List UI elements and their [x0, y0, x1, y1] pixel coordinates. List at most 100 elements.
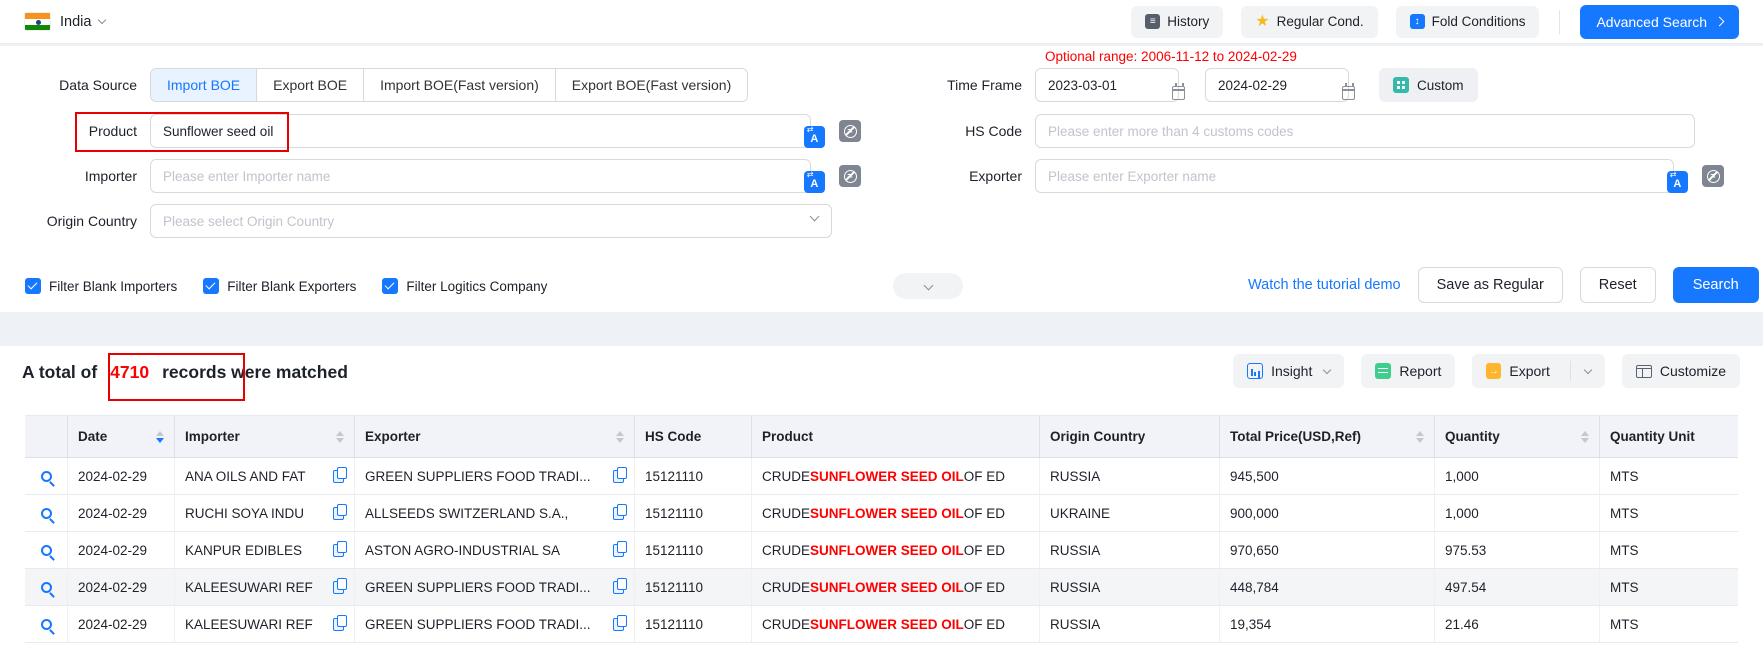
fold-conditions-button[interactable]: ↕ Fold Conditions	[1395, 5, 1540, 38]
origin-country-label: Origin Country	[46, 213, 137, 229]
copy-icon[interactable]	[333, 540, 347, 557]
chevron-right-icon	[1714, 16, 1725, 27]
tutorial-demo-link[interactable]: Watch the tutorial demo	[1248, 277, 1401, 293]
data-source-tabs: Import BOE Export BOE Import BOE(Fast ve…	[150, 68, 749, 102]
copy-icon[interactable]	[613, 466, 627, 483]
hs-code-input[interactable]	[1035, 114, 1695, 148]
filter-blank-exporters-checkbox[interactable]: Filter Blank Exporters	[203, 278, 356, 294]
cell-price: 19,354	[1220, 606, 1435, 643]
exclude-icon[interactable]	[1702, 165, 1724, 187]
cell-product: CRUDE SUNFLOWER SEED OIL OF ED	[752, 569, 1040, 606]
country-selector-label[interactable]: India	[60, 13, 92, 30]
regular-cond-button[interactable]: ★ Regular Cond.	[1241, 5, 1378, 38]
filter-blank-importers-checkbox[interactable]: Filter Blank Importers	[25, 278, 177, 294]
sort-icons[interactable]	[1573, 430, 1589, 443]
cell-hs-code: 15121110	[635, 532, 752, 569]
date-from-input[interactable]	[1035, 68, 1179, 102]
exporter-label: Exporter	[969, 168, 1022, 184]
search-button[interactable]: Search	[1672, 267, 1759, 303]
sort-icons[interactable]	[608, 430, 624, 443]
origin-country-select[interactable]	[150, 204, 832, 238]
exclude-icon[interactable]	[839, 165, 861, 187]
time-frame-label: Time Frame	[947, 77, 1022, 93]
tab-import-boe-fast[interactable]: Import BOE(Fast version)	[363, 69, 555, 101]
col-header-quantity[interactable]: Quantity	[1435, 416, 1600, 458]
customize-button[interactable]: Customize	[1621, 354, 1740, 388]
calendar-icon[interactable]	[1341, 83, 1355, 100]
hs-code-label: HS Code	[965, 123, 1022, 139]
custom-range-button[interactable]: Custom	[1379, 68, 1478, 102]
cell-origin: RUSSIA	[1040, 532, 1220, 569]
reset-button[interactable]: Reset	[1579, 267, 1656, 303]
custom-icon	[1393, 77, 1409, 93]
tab-import-boe[interactable]: Import BOE	[151, 69, 257, 101]
insight-button[interactable]: Insight	[1233, 354, 1345, 388]
export-dropdown-button[interactable]	[1569, 361, 1593, 381]
sort-icons[interactable]	[148, 430, 164, 443]
translate-icon[interactable]	[803, 170, 825, 193]
collapse-panel-button[interactable]	[893, 273, 964, 299]
table-grid-icon	[1635, 364, 1652, 378]
copy-icon[interactable]	[613, 503, 627, 520]
checkbox-checked-icon	[382, 278, 399, 294]
copy-icon[interactable]	[613, 540, 627, 557]
cell-product: CRUDE SUNFLOWER SEED OIL OF ED	[752, 495, 1040, 532]
history-button[interactable]: ≡ History	[1131, 5, 1224, 38]
product-input[interactable]	[150, 114, 811, 148]
magnifier-icon[interactable]	[40, 618, 52, 630]
translate-icon[interactable]	[1666, 170, 1688, 193]
translate-icon[interactable]	[803, 125, 825, 148]
sort-icons[interactable]	[1408, 430, 1424, 443]
magnifier-icon[interactable]	[40, 507, 52, 519]
sort-icons[interactable]	[328, 430, 344, 443]
copy-icon[interactable]	[333, 503, 347, 520]
magnifier-icon[interactable]	[40, 470, 52, 482]
cell-date: 2024-02-29	[68, 569, 175, 606]
export-button[interactable]: → Export	[1472, 354, 1605, 388]
cell-exporter: ASTON AGRO-INDUSTRIAL SA	[355, 532, 635, 569]
optional-range-text: Optional range: 2006-11-12 to 2024-02-29	[1045, 49, 1297, 64]
importer-input[interactable]	[150, 159, 811, 193]
col-header-hs-code: HS Code	[635, 416, 752, 458]
cell-date: 2024-02-29	[68, 458, 175, 495]
cell-origin: RUSSIA	[1040, 569, 1220, 606]
cell-price: 448,784	[1220, 569, 1435, 606]
copy-icon[interactable]	[613, 614, 627, 631]
report-icon	[1375, 363, 1392, 379]
cell-origin: RUSSIA	[1040, 458, 1220, 495]
save-as-regular-button[interactable]: Save as Regular	[1417, 267, 1563, 303]
filter-logitics-company-checkbox[interactable]: Filter Logitics Company	[382, 278, 547, 294]
col-header-quantity-unit: Quantity Unit	[1600, 416, 1738, 458]
copy-icon[interactable]	[613, 577, 627, 594]
col-header-total-price[interactable]: Total Price(USD,Ref)	[1220, 416, 1435, 458]
col-header-exporter[interactable]: Exporter	[355, 416, 635, 458]
magnifier-icon[interactable]	[40, 544, 52, 556]
cell-exporter: GREEN SUPPLIERS FOOD TRADI...	[355, 458, 635, 495]
cell-unit: MTS	[1600, 495, 1738, 532]
date-to-input[interactable]	[1205, 68, 1349, 102]
magnifier-icon[interactable]	[40, 581, 52, 593]
col-header-importer[interactable]: Importer	[175, 416, 355, 458]
col-header-date[interactable]: Date	[68, 416, 175, 458]
report-button[interactable]: Report	[1361, 354, 1456, 388]
cell-quantity: 21.46	[1435, 606, 1600, 643]
exporter-input[interactable]	[1035, 159, 1674, 193]
tab-export-boe[interactable]: Export BOE	[256, 69, 364, 101]
table-row: 2024-02-29 KANPUR EDIBLES ASTON AGRO-IND…	[25, 532, 1738, 569]
copy-icon[interactable]	[333, 614, 347, 631]
cell-unit: MTS	[1600, 569, 1738, 606]
copy-icon[interactable]	[333, 577, 347, 594]
exclude-icon[interactable]	[839, 120, 861, 142]
results-table: Date Importer Exporter HS Code Product O…	[25, 415, 1738, 643]
calendar-icon[interactable]	[1171, 83, 1185, 100]
product-label: Product	[88, 123, 137, 139]
copy-icon[interactable]	[333, 466, 347, 483]
star-icon: ★	[1255, 12, 1270, 30]
chevron-down-icon[interactable]	[98, 15, 107, 25]
table-row: 2024-02-29 KALEESUWARI REF GREEN SUPPLIE…	[25, 606, 1738, 643]
tab-export-boe-fast[interactable]: Export BOE(Fast version)	[554, 69, 748, 101]
results-panel: A total of 4710 records were matched Ins…	[0, 346, 1763, 652]
advanced-search-button[interactable]: Advanced Search	[1580, 4, 1739, 39]
data-source-label: Data Source	[59, 77, 137, 93]
checkbox-checked-icon	[203, 278, 220, 294]
